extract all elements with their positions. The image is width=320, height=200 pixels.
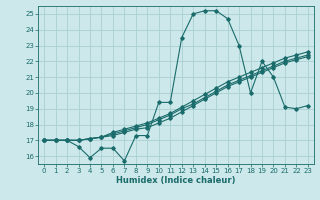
X-axis label: Humidex (Indice chaleur): Humidex (Indice chaleur) [116,176,236,185]
